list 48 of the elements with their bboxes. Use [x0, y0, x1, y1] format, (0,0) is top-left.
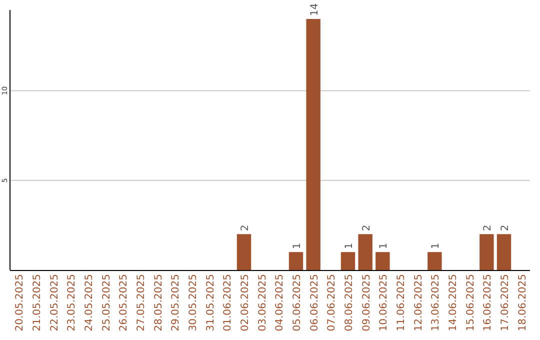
- data-label: 14: [309, 3, 320, 16]
- data-label: 1: [344, 242, 355, 250]
- x-tick-label: 28.05.2025: [153, 274, 164, 332]
- bar: [288, 252, 304, 270]
- x-tick-label: 15.06.2025: [465, 274, 476, 332]
- x-tick-label: 16.06.2025: [482, 274, 494, 332]
- x-tick-label: 04.06.2025: [274, 274, 286, 332]
- x-tick-label: 31.05.2025: [205, 274, 216, 332]
- x-tick-label: 10.06.2025: [378, 274, 390, 332]
- bar: [306, 18, 320, 270]
- x-tick-label: 27.05.2025: [136, 274, 147, 332]
- x-tick-label: 26.05.2025: [118, 274, 130, 332]
- data-label: 1: [430, 242, 442, 250]
- x-tick-label: 11.06.2025: [396, 274, 407, 332]
- data-label: 2: [240, 224, 251, 232]
- data-label: 1: [292, 242, 303, 250]
- bar: [340, 252, 356, 270]
- bar: [480, 234, 494, 270]
- x-tick-label: 06.06.2025: [309, 274, 320, 332]
- x-tick-label: 08.06.2025: [344, 274, 355, 332]
- x-tick-label: 23.05.2025: [66, 274, 78, 332]
- bar: [496, 234, 512, 270]
- data-label: 1: [378, 242, 390, 250]
- x-tick-label: 03.06.2025: [257, 274, 268, 332]
- x-tick-label: 20.05.2025: [14, 274, 26, 332]
- x-tick-label: 21.05.2025: [32, 274, 43, 332]
- x-tick-label: 09.06.2025: [361, 274, 372, 332]
- x-tick-label: 29.05.2025: [170, 274, 182, 332]
- x-tick-label: 30.05.2025: [188, 274, 199, 332]
- bar: [376, 252, 390, 270]
- x-tick-label: 25.05.2025: [101, 274, 112, 332]
- x-tick-label: 07.06.2025: [326, 274, 338, 332]
- data-label: 2: [361, 224, 372, 232]
- x-tick-label: 02.06.2025: [240, 274, 251, 332]
- bar: [236, 234, 252, 270]
- x-tick-label: 18.06.2025: [517, 274, 528, 332]
- x-tick-label: 24.05.2025: [84, 274, 95, 332]
- x-tick-label: 01.06.2025: [222, 274, 234, 332]
- bar: [428, 252, 442, 270]
- x-tick-label: 05.06.2025: [292, 274, 303, 332]
- data-label: 2: [500, 224, 511, 232]
- data-label: 2: [482, 224, 494, 232]
- x-tick-label: 14.06.2025: [448, 274, 459, 332]
- x-tick-label: 12.06.2025: [413, 274, 424, 332]
- bar: [358, 234, 372, 270]
- x-tick-label: 13.06.2025: [430, 274, 442, 332]
- x-tick-label: 17.06.2025: [500, 274, 511, 332]
- x-tick-label: 22.05.2025: [49, 274, 60, 332]
